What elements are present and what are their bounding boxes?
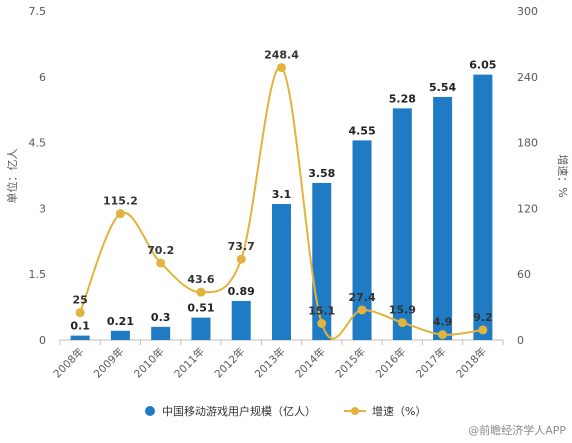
x-tick-label: 2012年	[212, 345, 248, 381]
x-tick-label: 2017年	[413, 345, 449, 381]
y2-tick-label: 0	[517, 334, 524, 347]
bar	[473, 74, 493, 341]
x-tick-label: 2018年	[453, 345, 489, 381]
bar	[433, 96, 453, 340]
bar	[110, 330, 130, 340]
x-tick-label: 2009年	[91, 345, 127, 381]
y2-tick-label: 300	[517, 5, 538, 18]
line-value-label: 27.4	[348, 291, 375, 304]
bar-value-label: 4.55	[348, 124, 375, 137]
bar-value-label: 6.05	[469, 59, 496, 72]
line-value-label: 73.7	[228, 240, 255, 253]
legend-bar-swatch	[145, 406, 155, 416]
y-tick-label: 3	[39, 202, 46, 215]
bar-value-label: 5.28	[389, 92, 416, 105]
line-value-label: 15.1	[308, 304, 335, 317]
line-value-label: 15.9	[389, 304, 416, 317]
y2-tick-label: 120	[517, 202, 538, 215]
x-tick-label: 2008年	[51, 345, 87, 381]
y2-tick-label: 240	[517, 71, 538, 84]
line-value-label: 70.2	[147, 244, 174, 257]
bar	[272, 204, 291, 340]
bar-value-label: 0.3	[151, 311, 171, 324]
x-tick-label: 2010年	[131, 345, 167, 381]
line-point	[478, 325, 488, 335]
line-point	[277, 63, 286, 73]
y2-axis-title: 增速：%	[556, 154, 570, 197]
line-point	[357, 305, 367, 315]
line-point	[397, 318, 407, 328]
line-point	[317, 318, 327, 328]
line-point	[196, 287, 206, 297]
bar	[352, 140, 372, 340]
line-value-label: 248.4	[264, 49, 299, 62]
x-tick-label: 2011年	[172, 345, 208, 381]
legend-line-marker	[351, 407, 359, 415]
line-point	[115, 209, 125, 219]
bar-value-label: 0.89	[228, 285, 255, 298]
bar	[70, 335, 90, 340]
y-axis-title: 单位：亿人	[5, 149, 19, 204]
line-value-label: 115.2	[103, 195, 138, 208]
y-tick-label: 7.5	[29, 5, 47, 18]
bar	[392, 108, 412, 340]
line-value-label: 25	[72, 294, 87, 307]
line-value-label: 43.6	[187, 273, 214, 286]
line-point	[156, 258, 166, 268]
bar-value-label: 3.1	[272, 188, 292, 201]
bar-value-label: 5.54	[429, 81, 456, 94]
line-point	[75, 308, 85, 318]
legend-bar-label: 中国移动游戏用户规模（亿人）	[162, 404, 316, 418]
line-value-label: 4.9	[433, 316, 453, 329]
bar	[231, 300, 251, 340]
bar	[191, 317, 211, 340]
y-tick-label: 4.5	[29, 137, 47, 150]
x-tick-label: 2013年	[252, 345, 288, 381]
legend: 中国移动游戏用户规模（亿人） 增速（%）	[145, 404, 426, 418]
line-point	[438, 330, 448, 340]
line-value-label: 9.2	[473, 311, 493, 324]
x-tick-label: 2014年	[292, 345, 328, 381]
x-tick-label: 2016年	[373, 345, 409, 381]
x-tick-label: 2015年	[333, 345, 369, 381]
bar-value-label: 0.1	[70, 320, 90, 333]
y2-tick-label: 180	[517, 137, 538, 150]
bar-value-label: 0.51	[187, 302, 214, 315]
legend-line-label: 增速（%）	[372, 404, 426, 418]
bar	[151, 326, 171, 340]
watermark-text: @前瞻经济学人APP	[468, 423, 566, 437]
y-tick-label: 1.5	[29, 268, 47, 281]
bar-value-label: 0.21	[107, 315, 134, 328]
line-point	[236, 254, 246, 264]
y-tick-label: 0	[39, 334, 46, 347]
y-tick-label: 6	[39, 71, 46, 84]
y2-tick-label: 60	[517, 268, 531, 281]
bar-value-label: 3.58	[308, 167, 335, 180]
